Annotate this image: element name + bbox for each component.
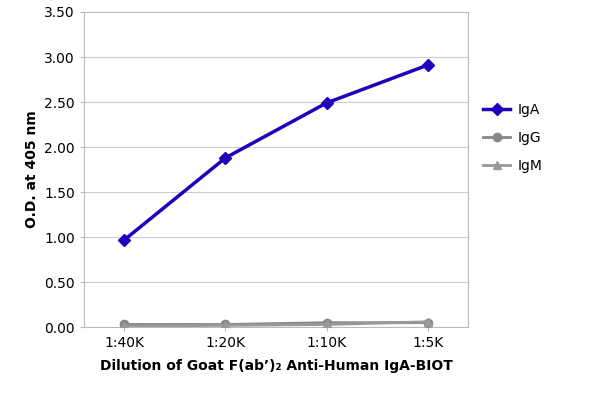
IgA bbox=[323, 101, 330, 105]
Line: IgA: IgA bbox=[120, 61, 432, 244]
Line: IgM: IgM bbox=[120, 318, 432, 330]
IgM bbox=[121, 324, 128, 329]
IgG bbox=[424, 320, 431, 325]
IgG bbox=[222, 322, 229, 327]
Y-axis label: O.D. at 405 nm: O.D. at 405 nm bbox=[25, 111, 38, 229]
IgM bbox=[323, 322, 330, 327]
IgA bbox=[222, 156, 229, 160]
Legend: IgA, IgG, IgM: IgA, IgG, IgM bbox=[482, 103, 542, 173]
IgG bbox=[323, 320, 330, 325]
IgA bbox=[424, 63, 431, 67]
X-axis label: Dilution of Goat F(ab’)₂ Anti-Human IgA-BIOT: Dilution of Goat F(ab’)₂ Anti-Human IgA-… bbox=[100, 359, 452, 373]
IgM bbox=[424, 319, 431, 324]
Line: IgG: IgG bbox=[120, 318, 432, 329]
IgA bbox=[121, 237, 128, 242]
IgG bbox=[121, 322, 128, 327]
IgM bbox=[222, 323, 229, 328]
